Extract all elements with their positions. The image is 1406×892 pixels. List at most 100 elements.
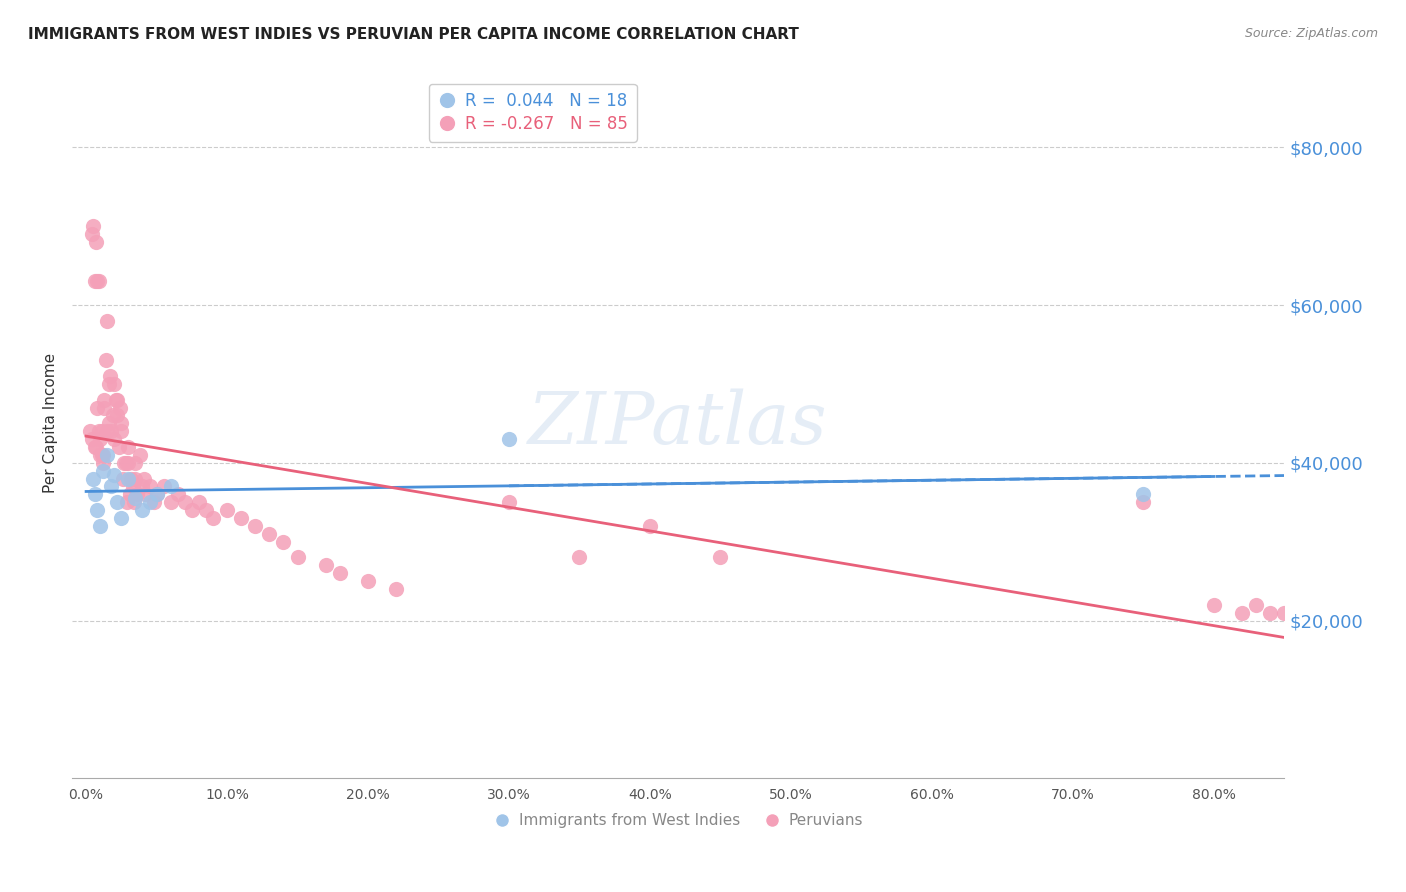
Point (86, 401, 108, 415)
Point (103, 432, 125, 446)
Point (1132, 487, 1154, 501)
Point (245, 519, 267, 533)
Point (1132, 495, 1154, 509)
Point (80, 432, 103, 446)
Point (105, 409, 128, 423)
Point (110, 511, 132, 525)
Point (83, 487, 105, 501)
Point (89, 448, 111, 462)
Point (259, 526, 281, 541)
Point (86, 275, 108, 289)
Point (117, 440, 139, 454)
Point (287, 550, 309, 565)
Point (138, 495, 160, 509)
Point (103, 467, 125, 482)
Legend: Immigrants from West Indies, Peruvians: Immigrants from West Indies, Peruvians (486, 807, 869, 834)
Point (97, 376, 120, 391)
Point (86, 503, 108, 517)
Point (125, 487, 148, 501)
Point (138, 479, 160, 493)
Point (87, 424, 110, 438)
Point (93, 392, 115, 407)
Point (315, 558, 337, 573)
Point (131, 503, 153, 517)
Point (101, 409, 124, 423)
Point (118, 487, 141, 501)
Point (89, 519, 111, 533)
Point (98, 369, 121, 384)
Point (105, 392, 128, 407)
Point (145, 487, 167, 501)
Point (498, 495, 520, 509)
Point (115, 495, 138, 509)
Y-axis label: Per Capita Income: Per Capita Income (44, 353, 58, 493)
Point (124, 456, 146, 470)
Point (107, 440, 129, 454)
Point (1272, 606, 1295, 620)
Point (122, 495, 145, 509)
Point (124, 491, 146, 506)
Point (100, 424, 122, 438)
Point (117, 472, 139, 486)
Point (112, 456, 135, 470)
Point (142, 495, 165, 509)
Point (132, 472, 155, 486)
Text: ZIPatlas: ZIPatlas (529, 388, 828, 458)
Point (568, 550, 591, 565)
Point (96, 424, 118, 438)
Point (145, 487, 167, 501)
Point (84, 235, 107, 249)
Point (105, 495, 128, 509)
Point (87, 275, 110, 289)
Point (114, 456, 136, 470)
Text: IMMIGRANTS FROM WEST INDIES VS PERUVIAN PER CAPITA INCOME CORRELATION CHART: IMMIGRANTS FROM WEST INDIES VS PERUVIAN … (28, 27, 799, 42)
Point (1202, 598, 1225, 612)
Point (82, 472, 104, 486)
Point (96, 448, 118, 462)
Point (91, 464, 114, 478)
Point (90, 448, 112, 462)
Point (180, 503, 202, 517)
Point (110, 424, 132, 438)
Point (110, 417, 132, 431)
Point (215, 503, 238, 517)
Point (201, 511, 224, 525)
Point (84, 440, 107, 454)
Point (638, 519, 661, 533)
Point (159, 495, 181, 509)
Point (117, 456, 139, 470)
Point (273, 534, 295, 549)
Point (91, 456, 114, 470)
Point (96, 314, 118, 328)
Point (134, 487, 156, 501)
Point (93, 401, 115, 415)
Point (83, 275, 105, 289)
Point (94, 353, 117, 368)
Text: Source: ZipAtlas.com: Source: ZipAtlas.com (1244, 27, 1378, 40)
Point (385, 582, 408, 596)
Point (498, 432, 520, 446)
Point (124, 472, 146, 486)
Point (91, 448, 114, 462)
Point (108, 401, 131, 415)
Point (103, 376, 125, 391)
Point (173, 495, 195, 509)
Point (111, 472, 134, 486)
Point (104, 392, 127, 407)
Point (90, 424, 112, 438)
Point (1230, 606, 1253, 620)
Point (152, 479, 174, 493)
Point (329, 566, 352, 581)
Point (194, 503, 217, 517)
Point (128, 448, 150, 462)
Point (83, 440, 105, 454)
Point (159, 479, 181, 493)
Point (121, 479, 143, 493)
Point (709, 550, 731, 565)
Point (100, 479, 122, 493)
Point (120, 472, 142, 486)
Point (1258, 606, 1281, 620)
Point (82, 219, 104, 234)
Point (1244, 598, 1267, 612)
Point (97, 417, 120, 431)
